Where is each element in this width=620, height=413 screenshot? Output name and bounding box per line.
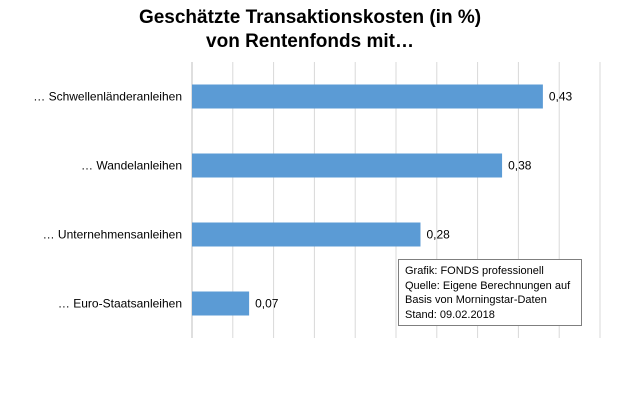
source-box: Grafik: FONDS professionell Quelle: Eige… <box>398 259 582 326</box>
bar <box>192 222 421 247</box>
data-label: 0,38 <box>508 159 532 173</box>
data-label: 0,28 <box>426 228 450 242</box>
category-label: … Schwellenländeranleihen <box>33 90 182 104</box>
data-label: 0,43 <box>549 90 573 104</box>
data-label: 0,07 <box>255 297 279 311</box>
source-line-1: Grafik: FONDS professionell <box>405 265 544 277</box>
category-label: … Euro-Staatsanleihen <box>58 297 182 311</box>
labels: … Schwellenländeranleihen 0,43 … Wandelanl… <box>33 90 572 311</box>
category-label: … Wandelanleihen <box>81 159 182 173</box>
bar <box>192 153 503 178</box>
chart-title-line-2: von Rentenfonds mit… <box>206 31 414 52</box>
chart-title-line-1: Geschätzte Transaktionskosten (in %) <box>138 7 482 28</box>
source-line-2: Quelle: Eigene Berechnungen auf <box>405 279 571 292</box>
category-label: … Unternehmensanleihen <box>43 228 182 242</box>
bar <box>192 291 250 316</box>
source-line-3: Basis von Morningstar-Daten <box>405 294 547 306</box>
source-line-4: Stand: 09.02.2018 <box>405 308 495 321</box>
bar <box>192 84 543 109</box>
bars <box>192 84 543 316</box>
